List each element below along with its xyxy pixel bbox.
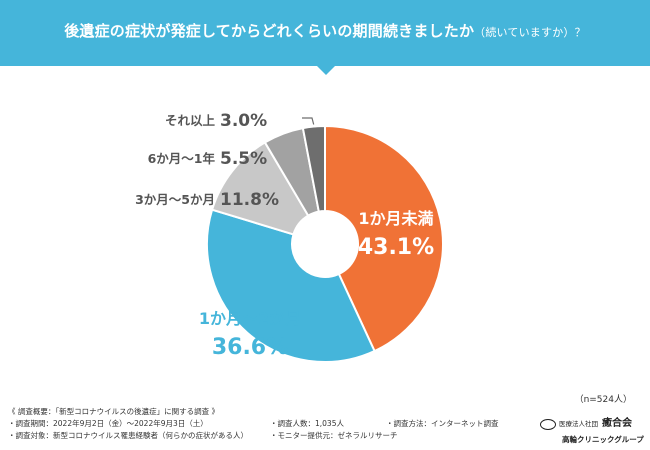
donut-chart: 1か月未満 43.1% 1か月〜2か月 36.6% 3か月〜5か月 11.8% 6か月〜1年… [135,111,444,363]
overview-title: 《 調査概要：「新型コロナウイルスの後遺症」に関する調査 》 [8,407,220,416]
survey-period: ・調査期間：2022年9月2日（金）〜2022年9月3日（土） [8,419,208,428]
title-sub: （続いていますか）？ [474,26,586,39]
logo-clinic: 高輪クリニックグループ [562,434,644,444]
slice-label-2: 3か月〜5か月 [135,192,215,207]
slice-value-4: 3.0% [220,111,267,131]
leader-line [302,117,315,125]
slice-value-3: 5.5% [220,149,267,169]
survey-count: ・調査人数：1,035人 [270,419,344,428]
slice-0 [324,124,444,353]
header-pointer [316,65,336,75]
header-bar [0,0,650,66]
sample-size: （n=524人） [574,395,632,405]
slice-value-2: 11.8% [220,190,279,210]
survey-overview: 《 調査概要：「新型コロナウイルスの後遺症」に関する調査 》 ・調査期間：202… [8,406,499,442]
slice-label-1: 1か月〜2か月 [199,309,301,328]
slice-label-3: 6か月〜1年 [148,151,216,166]
clinic-logo: 医療法人社団 癒合会 高輪クリニックグループ [540,414,645,445]
survey-target: ・調査対象：新型コロナウイルス罹患経験者（何らかの症状がある人） [8,431,248,440]
slice-4 [301,124,326,213]
logo-mark-icon [540,418,556,430]
slice-1 [206,208,376,363]
survey-provider: ・モニター提供元：ゼネラルリサーチ [270,431,398,440]
slice-value-1: 36.6% [212,335,288,360]
slice-label-4: それ以上 [165,113,216,128]
page-title: 後遺症の症状が発症してからどれくらいの期間続きましたか（続いていますか）？ [0,20,650,41]
title-main: 後遺症の症状が発症してからどれくらいの期間続きましたか [64,22,475,40]
survey-method: ・調査方法：インターネット調査 [386,419,499,428]
slice-value-0: 43.1% [358,235,434,260]
logo-org: 医療法人社団 [559,420,598,428]
slice-label-0: 1か月未満 [358,209,433,228]
logo-name: 癒合会 [602,418,632,429]
